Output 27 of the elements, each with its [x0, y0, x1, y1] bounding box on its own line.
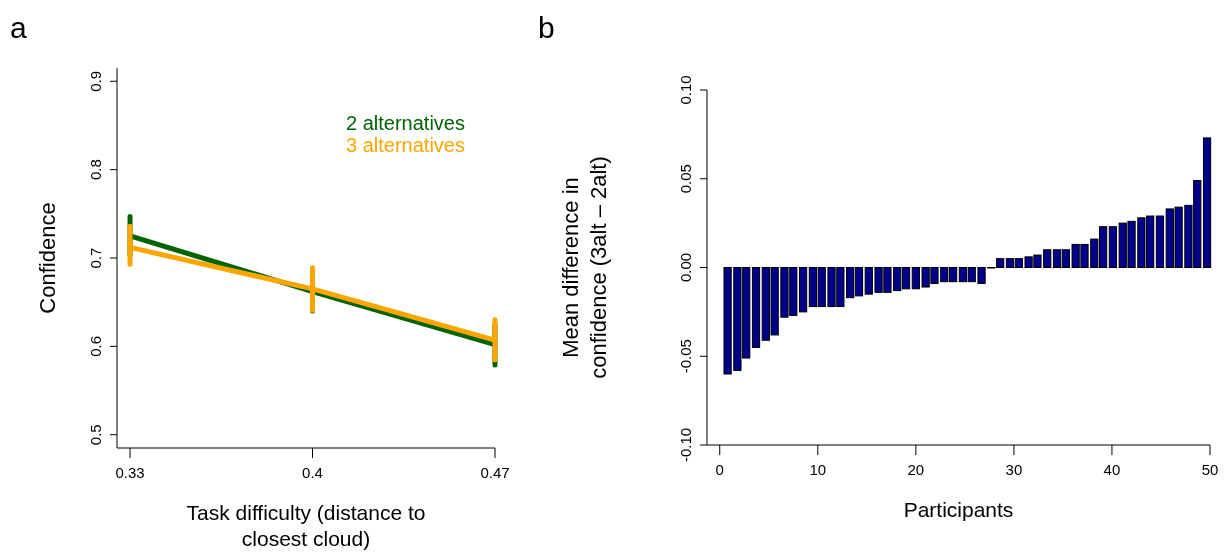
x-tick-label: 10 — [809, 461, 827, 478]
y-tick-label: 0.00 — [677, 252, 694, 283]
chart-title: a — [10, 11, 27, 44]
text: 2 alternatives — [346, 112, 465, 134]
x-tick-label: 0.47 — [480, 464, 510, 481]
y-tick-label: 0.9 — [87, 70, 104, 92]
y-tick-label: -0.05 — [677, 339, 694, 374]
y-axis-title: Confidence — [35, 202, 60, 314]
y-tick-label: 0.6 — [87, 335, 104, 357]
y-tick-label: 0.8 — [87, 159, 104, 181]
y-tick-label: -0.10 — [677, 427, 694, 463]
x-axis-title: Participants — [903, 498, 1014, 521]
y-tick-label: 0.10 — [677, 75, 694, 105]
x-axis-title: Task difficulty (distance to closest cloud) — [186, 501, 426, 551]
y-tick-label: 0.5 — [87, 424, 104, 446]
y-tick-label: 0.7 — [87, 247, 104, 269]
text: 3 alternatives — [346, 134, 465, 156]
x-tick-label: 30 — [1005, 461, 1023, 478]
x-tick-label: 0 — [715, 461, 724, 478]
x-tick-label: 40 — [1103, 461, 1121, 478]
x-tick-label: 0.4 — [302, 464, 323, 481]
x-tick-label: 0.33 — [115, 464, 145, 481]
chart-title: b — [538, 11, 555, 44]
y-axis-title: Mean difference in confidence (3alt – 2alt) — [558, 156, 611, 379]
y-tick-label: 0.05 — [677, 164, 694, 194]
x-tick-label: 20 — [907, 461, 925, 478]
x-tick-label: 50 — [1201, 461, 1219, 478]
